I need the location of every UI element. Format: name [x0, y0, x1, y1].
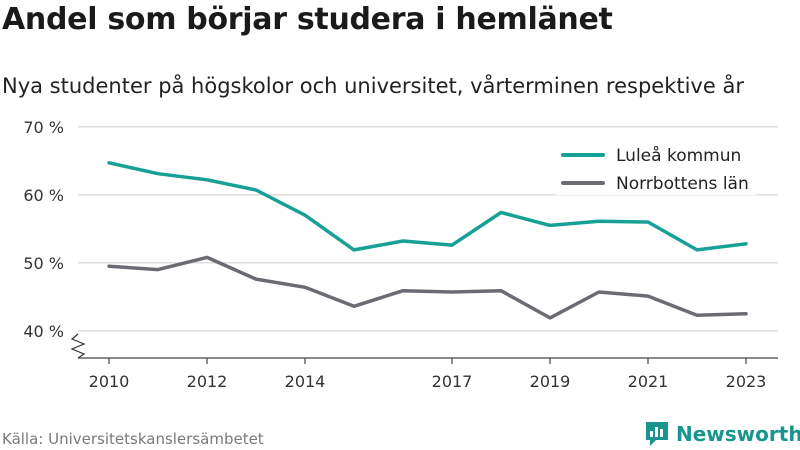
- brand-logo: Newsworthy: [644, 420, 800, 448]
- x-tick-label: 2014: [285, 372, 326, 391]
- line-chart: 40 % 50 % 60 % 70 % 2010 2012 2014 2017 2019 2021…: [23, 118, 778, 391]
- series-line: [107, 255, 748, 320]
- x-tick-label: 2017: [432, 372, 473, 391]
- axis-break-icon: [70, 333, 86, 359]
- brand-name: Newsworthy: [676, 422, 800, 446]
- y-tick-label: 60 %: [23, 186, 64, 205]
- series-line: [107, 161, 748, 252]
- legend-label: Norrbottens län: [616, 174, 749, 194]
- chart-title: Andel som börjar studera i hemlänet: [2, 2, 613, 37]
- newsworthy-logo-icon: [646, 422, 668, 446]
- y-tick-label: 40 %: [23, 322, 64, 341]
- x-tick-label: 2021: [628, 372, 669, 391]
- x-tick-label: 2010: [89, 372, 130, 391]
- chart-subtitle: Nya studenter på högskolor och universit…: [2, 74, 744, 98]
- source-note: Källa: Universitetskanslersämbetet: [2, 430, 264, 448]
- x-tick-label: 2019: [530, 372, 571, 391]
- x-tick-label: 2012: [187, 372, 228, 391]
- y-tick-label: 70 %: [23, 118, 64, 137]
- x-tick-label: 2023: [726, 372, 767, 391]
- y-tick-label: 50 %: [23, 254, 64, 273]
- legend-label: Luleå kommun: [616, 145, 741, 166]
